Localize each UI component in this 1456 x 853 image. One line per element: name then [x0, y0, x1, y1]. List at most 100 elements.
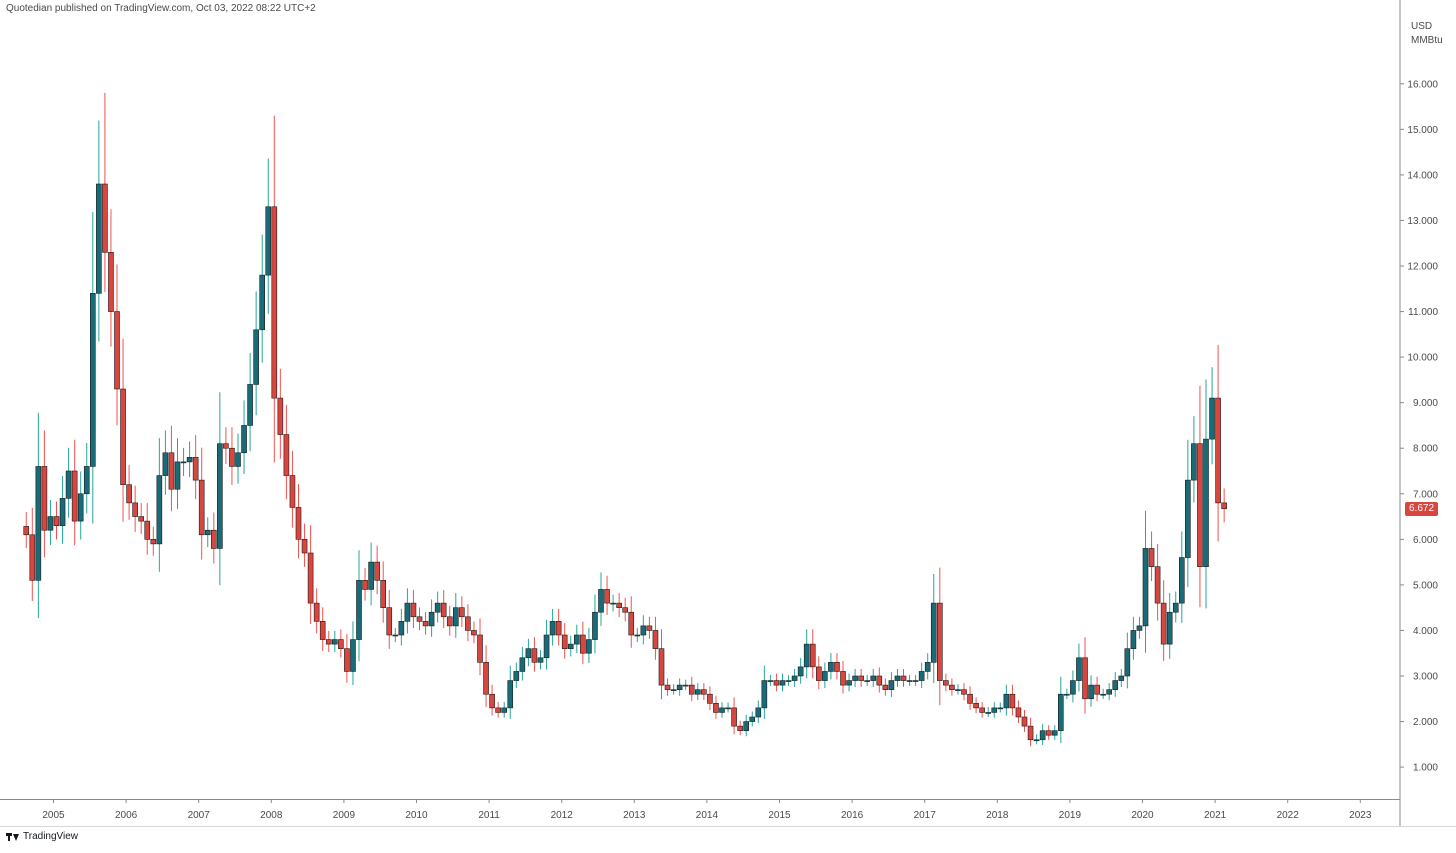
x-tick-label: 2010	[405, 810, 428, 821]
candle	[906, 675, 913, 686]
x-tick-label: 2014	[696, 810, 719, 821]
candle-body-up	[1003, 693, 1010, 709]
candle-body-up	[586, 639, 592, 654]
candle	[725, 702, 731, 713]
candle-body-up	[864, 680, 871, 682]
candle-body-down	[102, 183, 108, 253]
x-tick-label: 2008	[260, 810, 283, 821]
candle	[894, 668, 901, 687]
candle	[640, 615, 647, 645]
candle-body-down	[664, 684, 671, 690]
candle-body-down	[531, 648, 538, 663]
candle	[1221, 488, 1227, 523]
candle	[483, 645, 489, 707]
candle	[997, 702, 1004, 713]
candle-body-up	[1033, 739, 1040, 742]
candle	[918, 662, 925, 689]
candle-body-down	[483, 662, 489, 695]
y-tick-label: 3.000	[1413, 672, 1438, 683]
candle	[428, 599, 435, 637]
candle	[852, 668, 858, 687]
candle-body-down	[773, 680, 780, 686]
candle-body-up	[1118, 675, 1125, 681]
candle-body-down	[126, 484, 132, 504]
candle	[71, 439, 78, 546]
candle-body-down	[1197, 443, 1203, 567]
candle	[301, 523, 308, 567]
candle-body-up	[725, 707, 731, 710]
candle	[870, 668, 877, 687]
candle	[985, 706, 992, 717]
candle	[1100, 688, 1106, 699]
candle	[1136, 616, 1143, 639]
candle	[374, 545, 380, 595]
candle-body-up	[247, 384, 253, 426]
candle	[29, 507, 36, 602]
candle	[1009, 684, 1016, 716]
candle-body-up	[235, 452, 241, 467]
candle-body-down	[840, 671, 846, 686]
candle	[604, 575, 610, 615]
x-tick-label: 2007	[188, 810, 211, 821]
candle-body-up	[83, 466, 90, 495]
last-price-label: 6.672	[1405, 501, 1438, 516]
candle	[59, 476, 66, 544]
candle	[247, 352, 253, 452]
candle-body-down	[410, 602, 417, 618]
candle	[525, 638, 532, 667]
candle-body-down	[1045, 730, 1052, 736]
candle	[664, 678, 671, 696]
candle-body-up	[912, 680, 919, 682]
candle	[223, 427, 229, 464]
candle-body-up	[156, 475, 163, 545]
candle	[943, 673, 949, 692]
candle	[912, 675, 919, 686]
y-tick-label: 10.000	[1407, 353, 1438, 364]
candle-body-up	[743, 721, 750, 731]
candle-body-up	[350, 639, 356, 672]
candle-body-up	[761, 680, 768, 709]
candle	[652, 616, 659, 660]
candle-body-up	[368, 561, 374, 590]
candle	[471, 621, 477, 644]
candle-body-up	[204, 529, 211, 536]
candle	[434, 591, 441, 623]
candle-body-up	[392, 634, 399, 637]
candle	[924, 653, 931, 680]
candle-body-down	[1009, 693, 1016, 709]
candle-body-up	[241, 425, 247, 454]
candle	[543, 619, 550, 670]
tradingview-attribution[interactable]: TradingView	[6, 831, 78, 842]
candle	[561, 623, 568, 659]
candle	[537, 649, 544, 670]
candle-body-down	[283, 434, 290, 476]
candle-body-down	[168, 452, 175, 490]
candle-body-down	[380, 580, 387, 608]
candle	[1045, 725, 1052, 740]
y-tick-label: 11.000	[1408, 307, 1438, 318]
candle-body-up	[870, 675, 877, 681]
candle-body-down	[561, 634, 568, 649]
candle-body-down	[731, 707, 737, 727]
candle-body-up	[676, 684, 683, 690]
candle-body-up	[610, 602, 616, 605]
y-tick-label: 5.000	[1413, 580, 1438, 591]
candle-body-down	[949, 684, 955, 690]
candle-body-up	[1142, 548, 1149, 627]
candle-body-down	[646, 625, 653, 631]
candle-body-down	[580, 634, 586, 654]
candle-body-up	[452, 607, 459, 627]
candle-body-down	[23, 526, 30, 536]
candle	[858, 668, 864, 687]
candle	[1124, 632, 1131, 689]
candle-body-up	[1203, 438, 1209, 567]
candle-body-up	[180, 461, 187, 464]
candle-body-up	[259, 274, 266, 331]
candle-body-down	[876, 675, 883, 686]
candle-body-down	[374, 561, 380, 581]
candle	[634, 627, 641, 643]
candle	[1015, 700, 1022, 724]
candle-body-down	[307, 552, 314, 604]
